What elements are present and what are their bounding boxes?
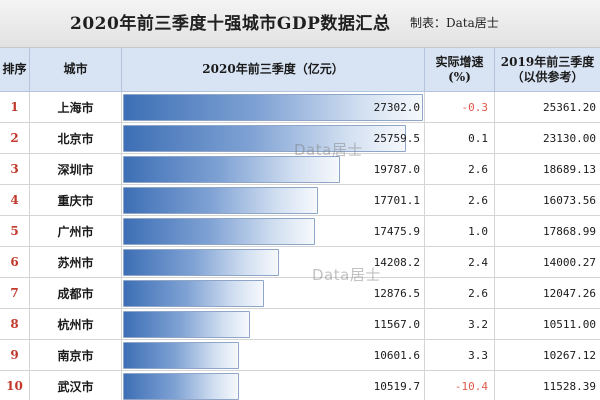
growth-rate-cell: 0.1 [425,123,495,153]
growth-rate-cell: -10.4 [425,371,495,400]
city-cell: 广州市 [30,216,122,246]
city-cell: 南京市 [30,340,122,370]
gdp-2020-value: 10519.7 [373,379,420,393]
table-row: 10 武汉市 10519.7 -10.4 11528.39 [0,371,600,400]
growth-rate-cell: 1.0 [425,216,495,246]
watermark: Data居士 [294,141,363,159]
growth-rate-cell: 2.6 [425,278,495,308]
rank-cell: 3 [0,154,30,184]
growth-rate-cell: 2.6 [425,185,495,215]
growth-rate-cell: -0.3 [425,92,495,122]
rank-cell: 4 [0,185,30,215]
gdp-2020-value: 17475.9 [373,224,420,238]
table-row: 9 南京市 10601.6 3.3 10267.12 [0,340,600,371]
table-row: 5 广州市 17475.9 1.0 17868.99 [0,216,600,247]
table-row: 1 上海市 27302.0 -0.3 25361.20 [0,92,600,123]
watermark: Data居士 [312,266,381,284]
rank-cell: 10 [0,371,30,400]
gdp-2019-cell: 11528.39 [543,379,596,393]
header-city: 城市 [30,48,122,92]
gdp-2019-cell: 12047.26 [543,286,596,300]
gdp-2020-value: 19787.0 [373,162,420,176]
gdp-2020-cell: 27302.0 [122,92,425,122]
growth-rate-cell: 3.3 [425,340,495,370]
gdp-bar [123,125,406,152]
gdp-2019-cell: 25361.20 [543,100,596,114]
city-cell: 重庆市 [30,185,122,215]
gdp-2020-cell: 10601.6 [122,340,425,370]
page-title: 2020年前三季度十强城市GDP数据汇总 [70,14,391,34]
table-row: 6 苏州市 14208.2 2.4 14000.27 [0,247,600,278]
gdp-bar [123,249,279,276]
rank-cell: 9 [0,340,30,370]
gdp-2019-cell: 18689.13 [543,162,596,176]
gdp-2020-cell: 19787.0 [122,154,425,184]
gdp-2020-value: 25759.5 [373,131,420,145]
gdp-2020-value: 27302.0 [373,100,420,114]
city-cell: 深圳市 [30,154,122,184]
header-rank: 排序 [0,48,30,92]
header-gdp-2020: 2020年前三季度（亿元） [122,48,425,92]
table-row: 3 深圳市 19787.0 2.6 18689.13 [0,154,600,185]
rank-cell: 2 [0,123,30,153]
gdp-2020-value: 17701.1 [373,193,420,207]
gdp-2020-cell: 25759.5 [122,123,425,153]
gdp-bar [123,373,239,400]
gdp-2019-cell: 17868.99 [543,224,596,238]
gdp-bar [123,311,250,338]
gdp-bar [123,156,340,183]
gdp-2020-cell: 17701.1 [122,185,425,215]
growth-rate-cell: 2.6 [425,154,495,184]
gdp-2020-cell: 11567.0 [122,309,425,339]
gdp-bar [123,218,315,245]
gdp-2019-cell: 16073.56 [543,193,596,207]
gdp-bar [123,342,239,369]
title-banner: 2020年前三季度十强城市GDP数据汇总 制表：Data居士 [0,0,600,48]
gdp-2020-cell: 17475.9 [122,216,425,246]
table-row: 7 成都市 12876.5 2.6 12047.26 [0,278,600,309]
gdp-2019-cell: 14000.27 [543,255,596,269]
city-cell: 成都市 [30,278,122,308]
gdp-2020-cell: 12876.5 [122,278,425,308]
table-body: 1 上海市 27302.0 -0.3 25361.20 2 北京市 25759.5 0.1 231… [0,92,600,400]
rank-cell: 1 [0,92,30,122]
gdp-2019-cell: 10511.00 [543,317,596,331]
table-row: 8 杭州市 11567.0 3.2 10511.00 [0,309,600,340]
table-row: 2 北京市 25759.5 0.1 23130.00 [0,123,600,154]
city-cell: 杭州市 [30,309,122,339]
table-row: 4 重庆市 17701.1 2.6 16073.56 [0,185,600,216]
growth-rate-cell: 3.2 [425,309,495,339]
header-gdp-2019: 2019年前三季度 （以供参考） [495,48,600,92]
gdp-2020-value: 14208.2 [373,255,420,269]
gdp-2020-value: 10601.6 [373,348,420,362]
gdp-2020-value: 12876.5 [373,286,420,300]
credit-label: 制表：Data居士 [410,16,499,30]
gdp-bar [123,94,423,121]
gdp-2020-value: 11567.0 [373,317,420,331]
city-cell: 北京市 [30,123,122,153]
city-cell: 上海市 [30,92,122,122]
city-cell: 苏州市 [30,247,122,277]
gdp-2020-cell: 10519.7 [122,371,425,400]
rank-cell: 7 [0,278,30,308]
gdp-table: 排序 城市 2020年前三季度（亿元） 实际增速 (%) 2019年前三季度 （以供… [0,48,600,400]
gdp-bar [123,280,264,307]
rank-cell: 8 [0,309,30,339]
gdp-2020-cell: 14208.2 [122,247,425,277]
gdp-2019-cell: 23130.00 [543,131,596,145]
rank-cell: 6 [0,247,30,277]
header-growth-rate: 实际增速 (%) [425,48,495,92]
rank-cell: 5 [0,216,30,246]
gdp-2019-cell: 10267.12 [543,348,596,362]
growth-rate-cell: 2.4 [425,247,495,277]
city-cell: 武汉市 [30,371,122,400]
gdp-bar [123,187,318,214]
